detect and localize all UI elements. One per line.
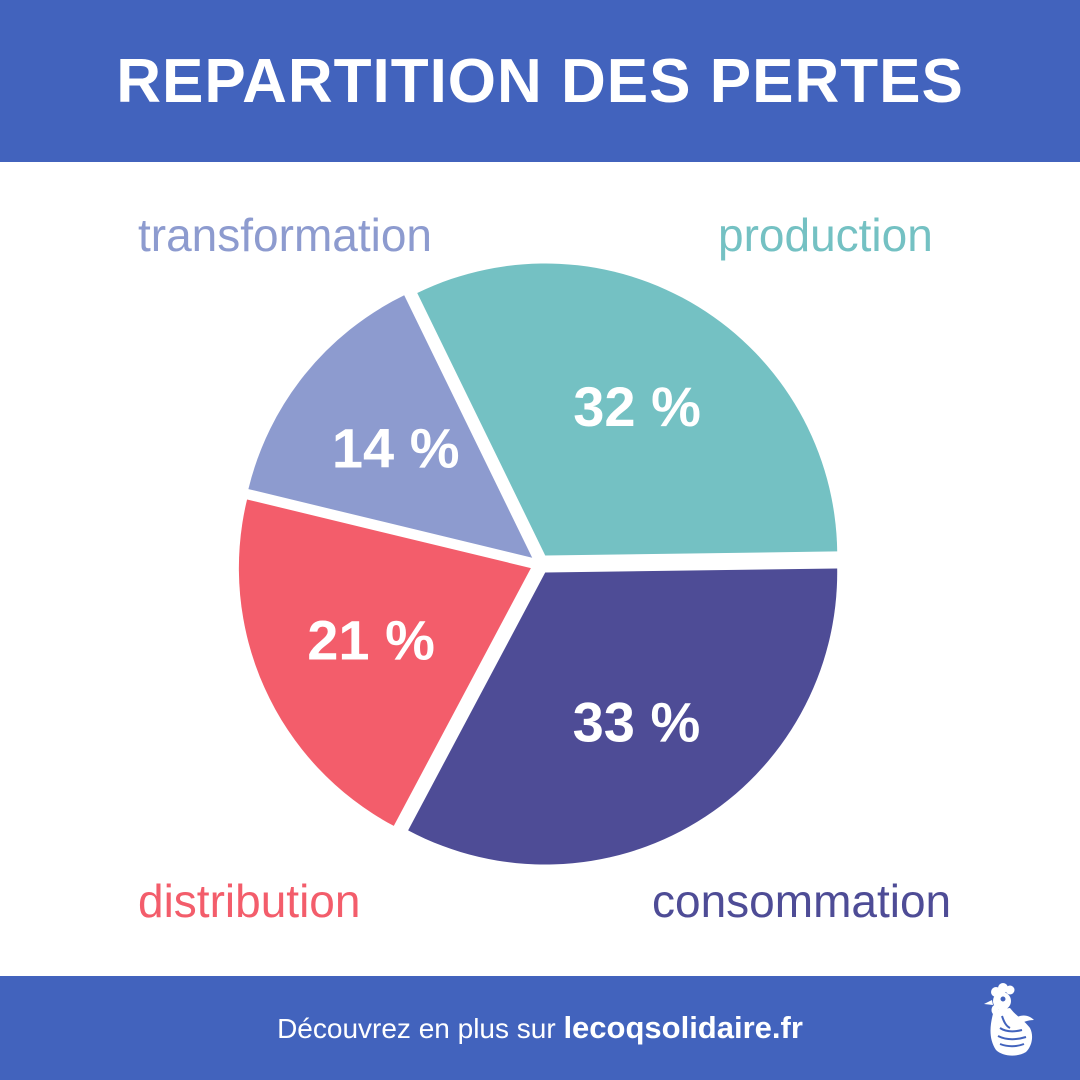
- website-link[interactable]: lecoqsolidaire.fr: [563, 1010, 803, 1045]
- footer-prefix: Découvrez en plus sur: [277, 1013, 556, 1044]
- legend-label-distribution: distribution: [138, 875, 361, 927]
- header-banner: REPARTITION DES PERTES: [0, 0, 1080, 162]
- chart-area: 32 % 33 % 21 % 14 % transformation producti…: [0, 162, 1080, 976]
- pie-slice-transformation: [248, 295, 533, 558]
- rooster-hands-icon: [984, 983, 1034, 1056]
- legend-label-consommation: consommation: [652, 875, 952, 927]
- page-title: REPARTITION DES PERTES: [116, 46, 964, 116]
- pie-slice-consommation: [408, 568, 838, 865]
- pie-slice-distribution: [238, 499, 531, 826]
- data-label-consommation: 33 %: [573, 691, 701, 754]
- data-label-production: 32 %: [573, 375, 701, 438]
- legend-label-transformation: transformation: [138, 209, 433, 261]
- data-label-transformation: 14 %: [332, 416, 460, 479]
- data-label-distribution: 21 %: [307, 608, 435, 671]
- footer-banner: Découvrez en plus sur lecoqsolidaire.fr: [0, 976, 1080, 1080]
- pie-slice-production: [417, 263, 838, 556]
- pie-chart: 32 % 33 % 21 % 14 %: [238, 263, 838, 865]
- legend-label-production: production: [718, 209, 933, 261]
- footer-text: Découvrez en plus sur lecoqsolidaire.fr: [277, 1010, 803, 1046]
